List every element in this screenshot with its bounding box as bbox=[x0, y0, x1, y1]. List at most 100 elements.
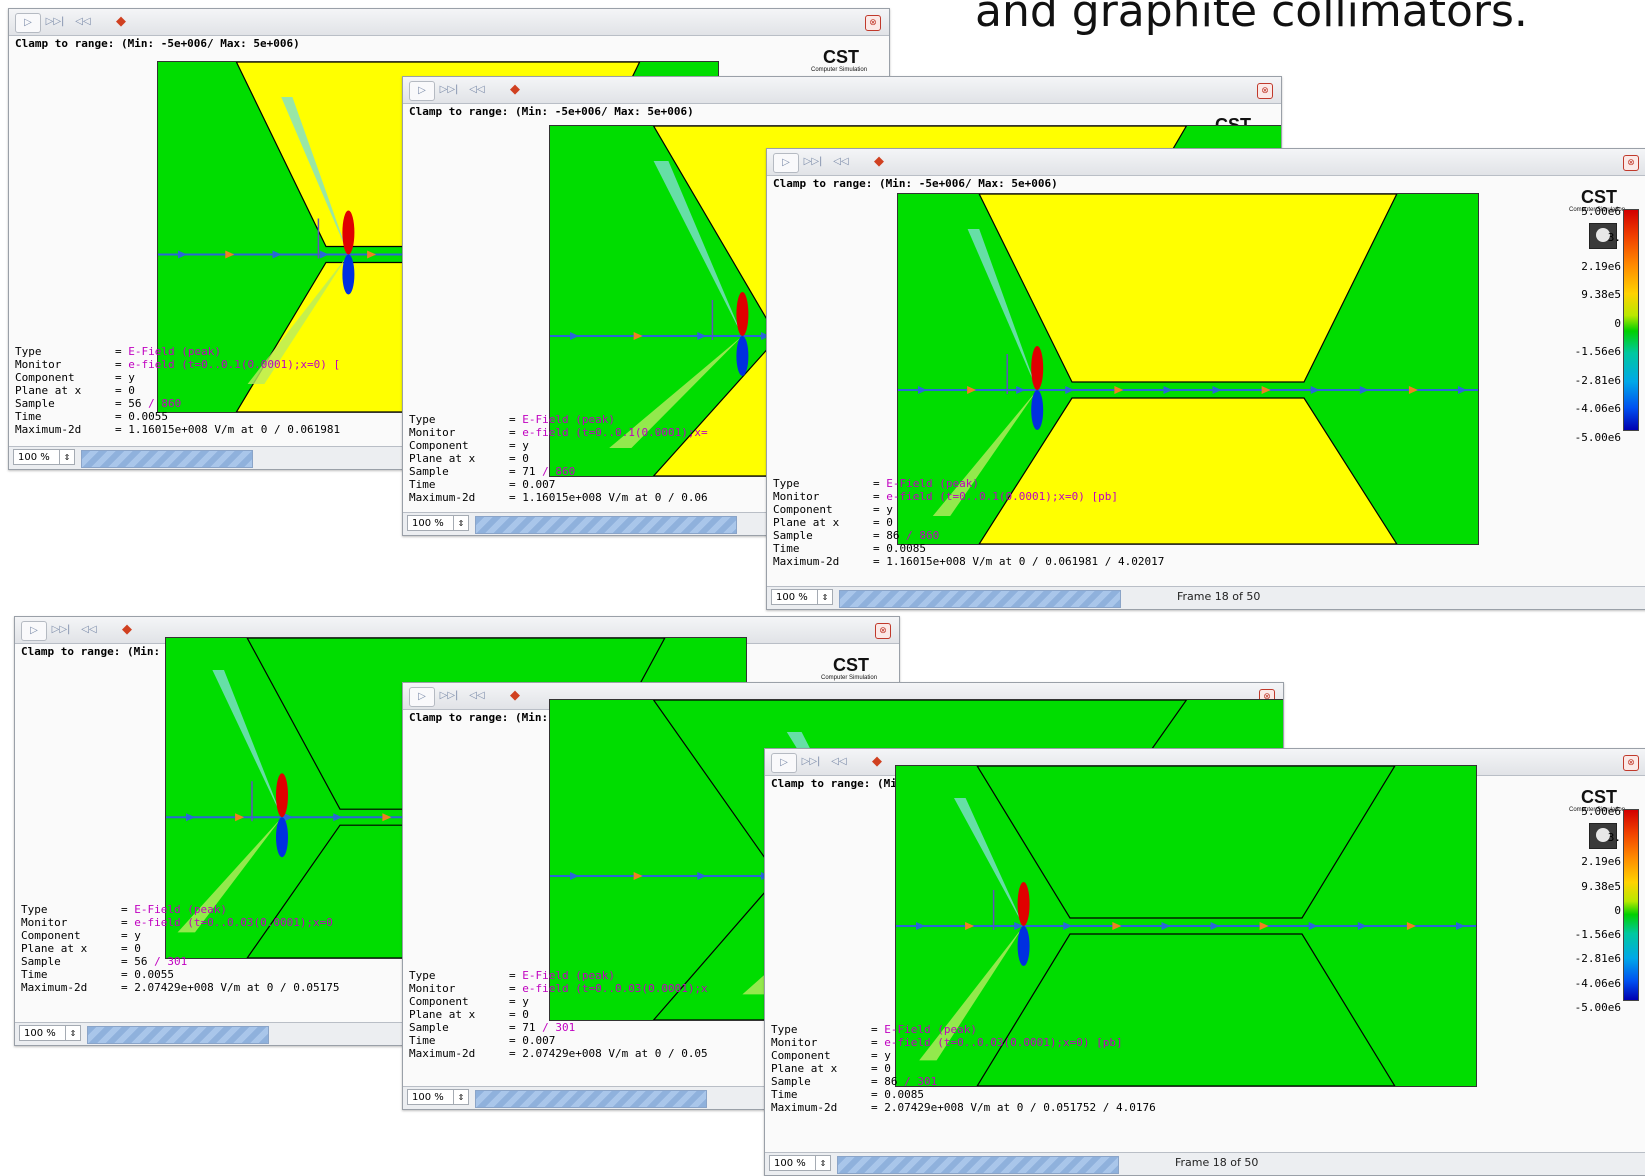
color-scale-label: -2.81e6 bbox=[1574, 373, 1621, 387]
info-type-key: Type bbox=[21, 903, 48, 916]
beam-direction-arrow bbox=[1359, 386, 1369, 394]
beam-direction-arrow bbox=[235, 813, 245, 822]
color-settings-icon[interactable]: ◆ bbox=[874, 154, 884, 169]
equals-sign: = bbox=[871, 1062, 885, 1075]
info-type-key: Type bbox=[771, 1023, 798, 1036]
zoom-spinner-icon[interactable]: ⇕ bbox=[815, 1156, 830, 1170]
field-peak-positive bbox=[342, 210, 355, 255]
info-type-value: E-Field (peak) bbox=[134, 903, 227, 916]
zoom-spinner-icon[interactable]: ⇕ bbox=[59, 450, 74, 464]
color-scale-label: -5.00e6 bbox=[1574, 1001, 1621, 1014]
animation-progress-bar[interactable] bbox=[81, 450, 253, 468]
step-forward-icon[interactable]: ▷▷| bbox=[439, 84, 459, 95]
color-settings-icon[interactable]: ◆ bbox=[510, 688, 520, 703]
play-icon[interactable]: ▷ bbox=[409, 81, 435, 101]
play-icon[interactable]: ▷ bbox=[409, 687, 435, 707]
zoom-spinner-icon[interactable]: ⇕ bbox=[817, 590, 832, 604]
close-icon[interactable]: ⊗ bbox=[1623, 155, 1639, 171]
cst-logo-subtitle: Computer Simulation bbox=[1569, 807, 1626, 813]
info-sample-total: / bbox=[147, 955, 168, 968]
zoom-select[interactable]: 100 % ⇕ bbox=[769, 1155, 831, 1171]
rewind-icon[interactable]: ◁◁ bbox=[81, 624, 97, 635]
color-settings-icon[interactable]: ◆ bbox=[510, 82, 520, 97]
color-settings-icon[interactable]: ◆ bbox=[872, 754, 882, 769]
rewind-icon[interactable]: ◁◁ bbox=[75, 16, 91, 27]
animation-progress-bar[interactable] bbox=[87, 1026, 269, 1044]
step-forward-icon[interactable]: ▷▷| bbox=[801, 756, 821, 767]
field-peak-negative bbox=[1017, 926, 1030, 966]
zoom-select[interactable]: 100 % ⇕ bbox=[407, 515, 469, 531]
equals-sign: = bbox=[115, 371, 129, 384]
zoom-select[interactable]: 100 % ⇕ bbox=[771, 589, 833, 605]
clamp-range-text: Clamp to range: (Min: -5e+006/ Max: 5e+0… bbox=[773, 177, 1058, 190]
step-forward-icon[interactable]: ▷▷| bbox=[45, 16, 65, 27]
zoom-select[interactable]: 100 % ⇕ bbox=[19, 1025, 81, 1041]
animation-progress-bar[interactable] bbox=[475, 516, 737, 534]
equals-sign: = bbox=[871, 1088, 885, 1101]
info-component-value: y bbox=[522, 995, 529, 1008]
animation-progress-bar[interactable] bbox=[839, 590, 1121, 608]
close-icon[interactable]: ⊗ bbox=[1623, 755, 1639, 771]
beam-direction-arrow bbox=[1456, 922, 1465, 930]
info-sample-total-value: 860 bbox=[919, 529, 940, 542]
equals-sign: = bbox=[873, 529, 887, 542]
step-forward-icon[interactable]: ▷▷| bbox=[51, 624, 71, 635]
step-forward-icon[interactable]: ▷▷| bbox=[803, 156, 823, 167]
animation-progress-bar[interactable] bbox=[837, 1156, 1119, 1174]
beam-direction-arrow bbox=[367, 250, 377, 259]
zoom-spinner-icon[interactable]: ⇕ bbox=[453, 516, 468, 530]
beam-direction-arrow bbox=[697, 872, 707, 880]
beam-direction-arrow bbox=[760, 332, 770, 340]
play-icon[interactable]: ▷ bbox=[21, 621, 47, 641]
beam-direction-arrow bbox=[1210, 922, 1220, 930]
play-icon[interactable]: ▷ bbox=[773, 153, 799, 173]
field-plot[interactable] bbox=[897, 193, 1479, 545]
info-sample-row: Sample = 56 / 301 bbox=[21, 955, 340, 968]
zoom-select[interactable]: 100 % ⇕ bbox=[13, 449, 75, 465]
zoom-select[interactable]: 100 % ⇕ bbox=[407, 1089, 469, 1105]
info-monitor-value: e-field (t=0..0.03(0.0001);x=0 bbox=[134, 916, 333, 929]
info-type-row: Type = E-Field (peak) bbox=[21, 903, 340, 916]
rewind-icon[interactable]: ◁◁ bbox=[833, 156, 849, 167]
close-icon[interactable]: ⊗ bbox=[865, 15, 881, 31]
info-type-key: Type bbox=[15, 345, 42, 358]
collimator-upper-jaw bbox=[976, 766, 1396, 919]
info-maximum-2d-value: 2.07429e+008 V/m at 0 / 0.05175 bbox=[134, 981, 340, 994]
zoom-spinner-icon[interactable]: ⇕ bbox=[453, 1090, 468, 1104]
info-type-key: Type bbox=[409, 969, 436, 982]
equals-sign: = bbox=[121, 903, 135, 916]
info-component-row: Component = y bbox=[771, 1049, 1156, 1062]
close-icon[interactable]: ⊗ bbox=[875, 623, 891, 639]
wake-streak-upper bbox=[653, 161, 743, 336]
info-sample-row: Sample = 71 / 301 bbox=[409, 1021, 708, 1034]
color-scale-label: -5.00e6 bbox=[1574, 431, 1621, 444]
info-type-value: E-Field (peak) bbox=[884, 1023, 977, 1036]
color-settings-icon[interactable]: ◆ bbox=[116, 14, 126, 29]
info-maximum-2d-row: Maximum-2d = 2.07429e+008 V/m at 0 / 0.05 bbox=[409, 1047, 708, 1060]
step-forward-icon[interactable]: ▷▷| bbox=[439, 690, 459, 701]
info-time-row: Time = 0.0055 bbox=[15, 410, 340, 423]
toolbar: ▷ ▷▷| ◁◁ ◆ ⊗ bbox=[403, 77, 1281, 104]
color-scale-label: 9.38e5 bbox=[1581, 288, 1621, 302]
collimator-lower-jaw bbox=[976, 933, 1396, 1086]
collimator-lower-jaw bbox=[978, 397, 1398, 544]
play-icon[interactable]: ▷ bbox=[771, 753, 797, 773]
cst-logo-subtitle: Computer Simulation bbox=[821, 675, 878, 681]
info-monitor-value: e-field (t=0..0.1(0.0001);x= bbox=[522, 426, 708, 439]
close-icon[interactable]: ⊗ bbox=[1257, 83, 1273, 99]
equals-sign: = bbox=[509, 426, 523, 439]
zoom-spinner-icon[interactable]: ⇕ bbox=[65, 1026, 80, 1040]
color-settings-icon[interactable]: ◆ bbox=[122, 622, 132, 637]
play-icon[interactable]: ▷ bbox=[15, 13, 41, 33]
field-plot[interactable] bbox=[895, 765, 1477, 1087]
rewind-icon[interactable]: ◁◁ bbox=[469, 690, 485, 701]
info-maximum-2d-row: Maximum-2d = 1.16015e+008 V/m at 0 / 0.06… bbox=[15, 423, 340, 436]
equals-sign: = bbox=[509, 1008, 523, 1021]
beam-direction-arrow bbox=[1112, 922, 1122, 930]
info-plane-row: Plane at x = 0 bbox=[773, 516, 1164, 529]
rewind-icon[interactable]: ◁◁ bbox=[831, 756, 847, 767]
color-scale: 5.00e6 3. 2.19e6 9.38e5 0 -1.56e6 -2.81e6 -4.06… bbox=[1539, 805, 1639, 1069]
animation-progress-bar[interactable] bbox=[475, 1090, 707, 1108]
rewind-icon[interactable]: ◁◁ bbox=[469, 84, 485, 95]
info-component-key: Component bbox=[409, 439, 469, 452]
